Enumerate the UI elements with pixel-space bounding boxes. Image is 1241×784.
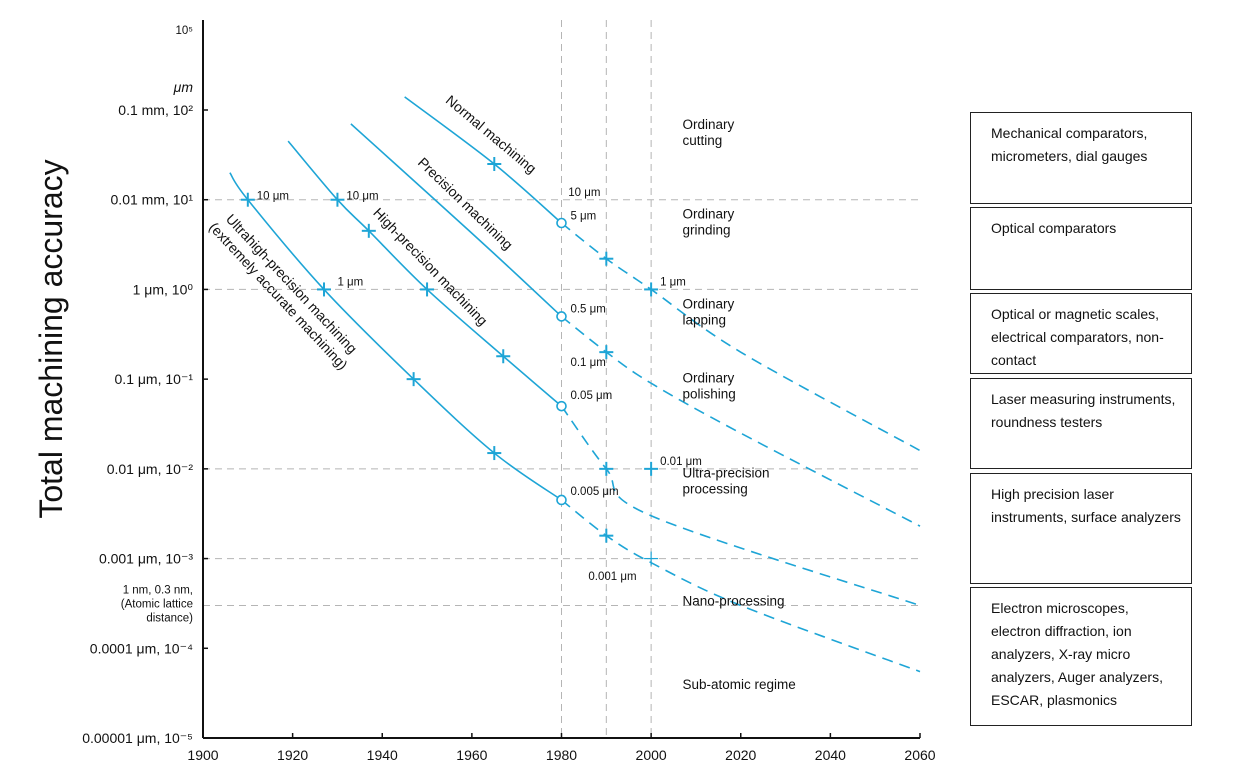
atomic-lattice-label: distance) (146, 612, 193, 624)
value-annotation: 0.01 μm (660, 456, 702, 468)
markers (240, 157, 659, 566)
measurement-box: Optical or magnetic scales, electrical c… (970, 293, 1192, 374)
y-unit-header: μm (173, 79, 194, 95)
series-line-dashed-3 (561, 499, 921, 673)
circle-marker (556, 494, 567, 506)
region-label: grinding (682, 223, 730, 238)
x-tick-label: 2000 (636, 747, 667, 763)
y-tick-label: 0.1 μm, 10⁻¹ (115, 371, 194, 387)
y-tick-label: 0.00001 μm, 10⁻⁵ (82, 730, 193, 746)
region-label: Ordinary (682, 207, 734, 222)
value-annotation: 0.05 μm (570, 390, 612, 402)
annotations: 10 μm 10 μm 10 μm 5 μm 1 μm 1 μm 0.5 μm 0.1 μm 0… (257, 187, 702, 583)
value-annotation: 10 μm (257, 191, 289, 203)
measurement-box: Optical comparators (970, 207, 1192, 290)
series-line-dashed-1 (561, 315, 921, 527)
value-annotation: 10 μm (346, 191, 378, 203)
measurement-box: High precision laser instruments, surfac… (970, 473, 1192, 584)
circle-marker (556, 400, 567, 412)
x-tick-label: 1960 (456, 747, 487, 763)
region-label: Ordinary (682, 370, 734, 385)
region-label: Nano-processing (682, 593, 784, 608)
series-curves (229, 96, 921, 673)
axes: 1900 1920 1940 1960 1980 2000 2020 2040 2060 0.1 … (33, 20, 936, 763)
x-tick-label: 2060 (904, 747, 935, 763)
atomic-lattice-label: 1 nm, 0.3 nm, (123, 584, 193, 596)
y-axis-title: Total machining accuracy (33, 159, 69, 518)
circle-marker (556, 217, 567, 229)
region-label: polishing (682, 386, 735, 401)
region-label: Ultra-precision (682, 466, 769, 481)
series-line-dashed-0 (561, 222, 921, 452)
gridlines (203, 20, 920, 738)
region-label: Ordinary (682, 117, 734, 132)
x-tick-label: 1920 (277, 747, 308, 763)
circle-marker (556, 311, 567, 322)
value-annotation: 0.005 μm (570, 486, 618, 498)
x-tick-label: 2040 (815, 747, 846, 763)
y-tick-label: 0.01 mm, 10¹ (111, 192, 194, 208)
value-annotation: 1 μm (660, 277, 686, 289)
y-tick-label: 0.001 μm, 10⁻³ (99, 551, 193, 567)
region-label: Ordinary (682, 296, 734, 311)
series-label: High-precision machining (370, 204, 491, 328)
value-annotation: 1 μm (337, 277, 363, 289)
series-line-solid-2 (287, 140, 563, 407)
y-tick-label: 0.01 μm, 10⁻² (107, 461, 194, 477)
series-line-solid-1 (350, 123, 563, 318)
region-label: cutting (682, 133, 722, 148)
measurement-box: Mechanical comparators, micrometers, dia… (970, 112, 1192, 204)
value-annotation: 0.5 μm (570, 304, 605, 316)
y-tick-label: 0.1 mm, 10² (118, 102, 193, 118)
value-annotation: 0.1 μm (570, 357, 605, 369)
measurement-box: Electron microscopes, electron diffracti… (970, 587, 1192, 726)
y-tick-label: 0.0001 μm, 10⁻⁴ (90, 640, 193, 656)
x-tick-label: 1940 (367, 747, 398, 763)
y-tick-label: 1 μm, 10⁰ (133, 281, 194, 297)
region-label: Sub-atomic regime (682, 677, 795, 692)
region-label: lapping (682, 312, 726, 327)
atomic-lattice-label: (Atomic lattice (121, 598, 193, 610)
x-tick-label: 2020 (725, 747, 756, 763)
value-annotation: 0.001 μm (588, 571, 636, 583)
x-tick-label: 1900 (187, 747, 218, 763)
value-annotation: 5 μm (570, 211, 596, 223)
series-line-dashed-2 (560, 405, 921, 607)
y-top-label: 10⁵ (175, 25, 193, 37)
value-annotation: 10 μm (568, 187, 600, 199)
region-label: processing (682, 482, 747, 497)
measurement-box: Laser measuring instruments, roundness t… (970, 378, 1192, 469)
x-tick-label: 1980 (546, 747, 577, 763)
